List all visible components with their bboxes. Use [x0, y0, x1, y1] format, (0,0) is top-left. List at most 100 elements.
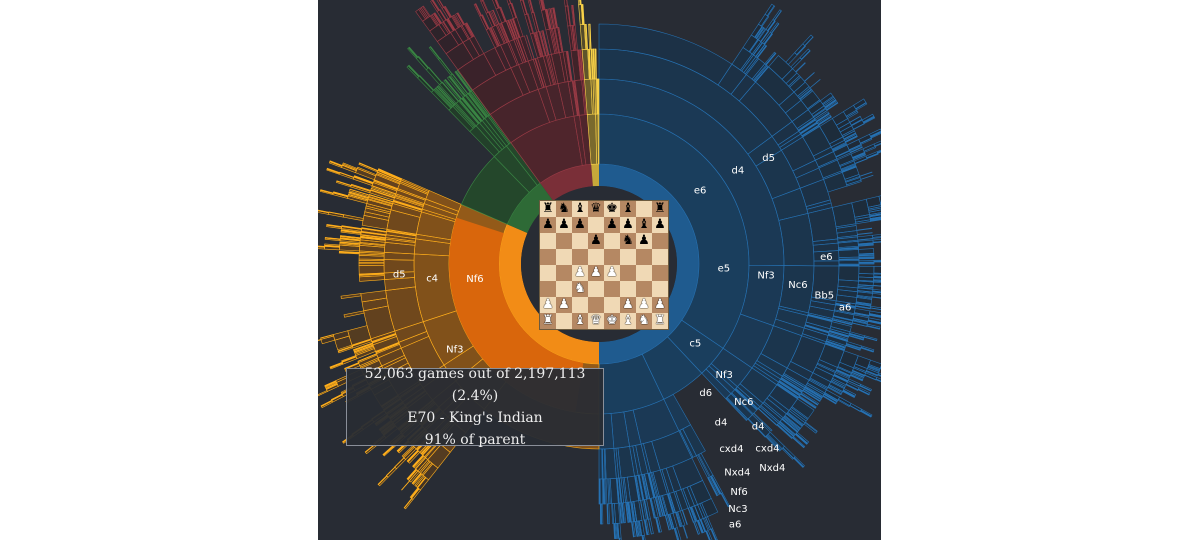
sunburst-arc-e4-d4[interactable] [598, 448, 603, 480]
sunburst-arc-e4-d8[interactable] [873, 280, 881, 282]
board-square: ♟ [588, 233, 604, 249]
sunburst-arc-d4-d8[interactable] [318, 245, 325, 248]
move-label: d5 [762, 153, 775, 164]
move-label: Nc3 [728, 504, 747, 515]
move-label: d4 [732, 165, 745, 176]
sunburst-arc-d4-d10[interactable] [378, 475, 389, 487]
sunburst-arc-Nf3-d7[interactable] [466, 22, 475, 37]
sunburst-arc-Nf3-d7[interactable] [511, 2, 518, 18]
sunburst-arc-e4-d9[interactable] [801, 50, 811, 60]
sunburst-arc-e4-d10[interactable] [875, 376, 881, 383]
sunburst-arc-e4-d9[interactable] [794, 43, 806, 56]
sunburst-arc-e4-d8[interactable] [860, 174, 874, 180]
sunburst-arc-c4-d8[interactable] [407, 47, 418, 59]
sunburst-arc-Nf3-d6[interactable] [572, 4, 576, 26]
sunburst-arc-e4-d8[interactable] [682, 525, 689, 539]
board-square: ♞ [572, 281, 588, 297]
sunburst-arc-d4-d5[interactable] [378, 168, 403, 180]
sunburst-arc-d4-d9[interactable] [386, 466, 397, 478]
sunburst-arc-c4-d6[interactable] [439, 57, 453, 75]
sunburst-arc-e4-d9[interactable] [849, 402, 862, 412]
sunburst-arc-e4-d7[interactable] [804, 421, 818, 432]
board-square: ♝ [620, 201, 636, 217]
sunburst-arc-c4-d6[interactable] [417, 75, 434, 93]
board-square: ♞ [620, 233, 636, 249]
highlight-arc-d4-nf6[interactable] [449, 217, 584, 413]
sunburst-arc-e4-d6[interactable] [606, 503, 609, 525]
sunburst-arc-e4-d8[interactable] [795, 62, 806, 73]
sunburst-arc-e4-d4[interactable] [725, 397, 748, 422]
sunburst-arc-other-d2[interactable] [597, 113, 600, 165]
black-rook-icon: ♜ [654, 201, 666, 216]
sunburst-arc-c4-d7[interactable] [406, 65, 420, 79]
sunburst-arc-e4-d7[interactable] [858, 257, 875, 260]
sunburst-arc-e4-d7[interactable] [858, 248, 875, 255]
board-square: ♝ [620, 313, 636, 329]
sunburst-arc-Nf3-d1[interactable] [540, 164, 593, 201]
white-rook-icon: ♜ [654, 313, 666, 328]
sunburst-arc-c4-d6[interactable] [438, 57, 453, 76]
sunburst-arc-e4-d6[interactable] [838, 249, 860, 258]
sunburst-arc-d4-d10[interactable] [404, 498, 414, 510]
sunburst-arc-e4-d8[interactable] [873, 261, 881, 263]
sunburst-arc-e4-d4[interactable] [778, 213, 815, 267]
sunburst-arc-d4-d10[interactable] [318, 390, 328, 397]
sunburst-arc-d4-d10[interactable] [321, 400, 334, 409]
sunburst-arc-e4-d7[interactable] [846, 179, 862, 187]
black-pawn-icon: ♟ [542, 217, 554, 232]
sunburst-arc-other-d1[interactable] [591, 164, 599, 187]
sunburst-arc-c4-d7[interactable] [430, 46, 441, 59]
sunburst-arc-e4-d7[interactable] [856, 232, 873, 235]
sunburst-arc-d4-d7[interactable] [338, 172, 355, 180]
sunburst-arc-e4-d8[interactable] [873, 265, 881, 274]
sunburst-arc-e4-d6[interactable] [838, 260, 860, 265]
sunburst-arc-Nf3-d9[interactable] [476, 0, 483, 2]
board-square [556, 265, 572, 281]
sunburst-arc-c4-d6[interactable] [425, 67, 443, 86]
sunburst-arc-e4-d6[interactable] [838, 265, 860, 282]
sunburst-arc-d4-d8[interactable] [394, 457, 407, 470]
sunburst-arc-e4-d7[interactable] [720, 493, 729, 508]
board-square: ♜ [540, 313, 556, 329]
sunburst-arc-d4-d9[interactable] [401, 480, 411, 491]
board-square [540, 265, 556, 281]
sunburst-arc-e4-d7[interactable] [856, 227, 873, 231]
sunburst-arc-d4-d9[interactable] [318, 339, 322, 343]
sunburst-arc-e4-d8[interactable] [704, 517, 712, 531]
sunburst-arc-d4-d6[interactable] [343, 310, 365, 318]
sunburst-arc-c4-d1[interactable] [507, 183, 554, 234]
sunburst-arc-d4-d7[interactable] [328, 211, 345, 216]
sunburst-arc-c4-d7[interactable] [428, 46, 440, 60]
sunburst-arc-c4-d6[interactable] [418, 75, 435, 91]
sunburst-arc-e4-d8[interactable] [809, 78, 821, 89]
sunburst-arc-e4-d1[interactable] [599, 164, 699, 364]
sunburst-arc-e4-d8[interactable] [849, 146, 863, 154]
sunburst-arc-e4-d7[interactable] [858, 265, 875, 275]
sunburst-arc-e4-d8[interactable] [803, 72, 815, 82]
sunburst-arc-e4-d7[interactable] [782, 445, 796, 459]
sunburst-arc-e4-d6[interactable] [599, 503, 602, 525]
sunburst-arc-e4-d6[interactable] [709, 475, 721, 495]
board-square: ♝ [572, 201, 588, 217]
sunburst-arc-d4-d9[interactable] [324, 380, 337, 387]
sunburst-arc-e4-d7[interactable] [858, 263, 875, 265]
sunburst-arc-d4-d6[interactable] [340, 293, 362, 299]
sunburst-arc-Nf3-d5[interactable] [526, 34, 535, 60]
sunburst-arc-d4-d5[interactable] [358, 265, 385, 275]
white-rook-icon: ♜ [542, 313, 554, 328]
sunburst-arc-e4-d8[interactable] [793, 456, 805, 468]
sunburst-arc-d4-d6[interactable] [342, 214, 364, 222]
sunburst-arc-d4-d8[interactable] [320, 334, 334, 339]
move-label: Nc6 [788, 280, 807, 291]
sunburst-arc-e4-d8[interactable] [859, 171, 873, 177]
sunburst-arc-e4-d10[interactable] [802, 34, 814, 47]
sunburst-arc-Nf3-d8[interactable] [473, 3, 482, 17]
sunburst-arc-c4-d7[interactable] [415, 56, 429, 71]
sunburst-arc-d4-d1[interactable] [499, 224, 599, 364]
sunburst-arc-e4-d9[interactable] [796, 45, 806, 56]
sunburst-arc-e4-d7[interactable] [803, 422, 818, 434]
sunburst-arc-e4-d6[interactable] [707, 477, 718, 497]
sunburst-arc-other-d4[interactable] [595, 48, 597, 80]
sunburst-arc-e4-d8[interactable] [870, 219, 881, 222]
sunburst-arc-e4-d10[interactable] [772, 9, 782, 21]
